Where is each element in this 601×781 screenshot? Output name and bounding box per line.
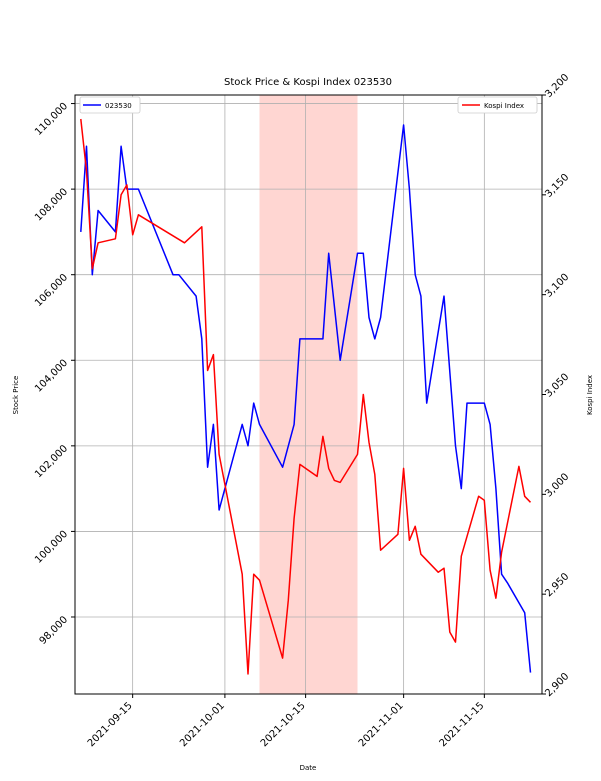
chart-title: Stock Price & Kospi Index 023530 [224,77,392,88]
grid-layer [75,95,542,694]
legend-left-label: 023530 [105,102,132,110]
y-axis-left-label: Stock Price [12,376,20,415]
legend-left-box [79,96,141,114]
legend-left: 023530 [79,96,141,114]
shaded-span [259,95,358,694]
y-axis-right-label: Kospi Index [586,375,594,415]
legend-right-label: Kospi Index [484,102,524,110]
series-line-kospi-index [80,118,532,675]
x-axis-label: Date [300,764,317,772]
shaded-span-layer [259,95,358,694]
series-line-023530 [80,124,532,673]
series-layer [80,118,532,675]
legend-right: Kospi Index [457,96,538,114]
legend-right-box [457,96,538,114]
